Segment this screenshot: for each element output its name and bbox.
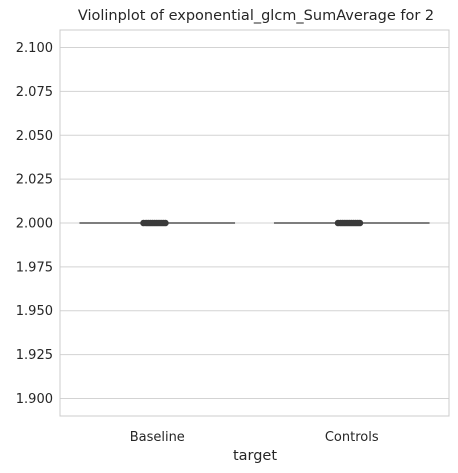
y-axis-ticks: 1.900 1.925 1.950 1.975 2.000 2.025 2.050 2.075… (16, 41, 53, 407)
y-tick-label: 2.100 (16, 41, 53, 56)
violin-controls (273, 219, 430, 227)
violins (79, 219, 430, 227)
violin-baseline (79, 219, 236, 227)
x-axis-label: target (233, 448, 277, 464)
y-tick-label: 2.075 (16, 85, 53, 100)
plot-frame (59, 29, 450, 417)
x-tick-label: Baseline (130, 430, 185, 445)
y-tick-label: 1.900 (16, 392, 53, 407)
x-tick-label: Controls (325, 430, 379, 445)
y-tick-label: 1.925 (16, 348, 53, 363)
y-tick-label: 2.050 (16, 129, 53, 144)
data-point (162, 219, 169, 227)
y-tick-label: 2.000 (16, 217, 53, 232)
data-point (356, 219, 364, 227)
x-axis-ticks: Baseline Controls (130, 430, 379, 445)
y-tick-label: 1.950 (16, 304, 53, 319)
y-tick-label: 2.025 (16, 173, 53, 188)
y-tick-label: 1.975 (16, 260, 53, 275)
chart-title: Violinplot of exponential_glcm_SumAverag… (78, 8, 434, 24)
